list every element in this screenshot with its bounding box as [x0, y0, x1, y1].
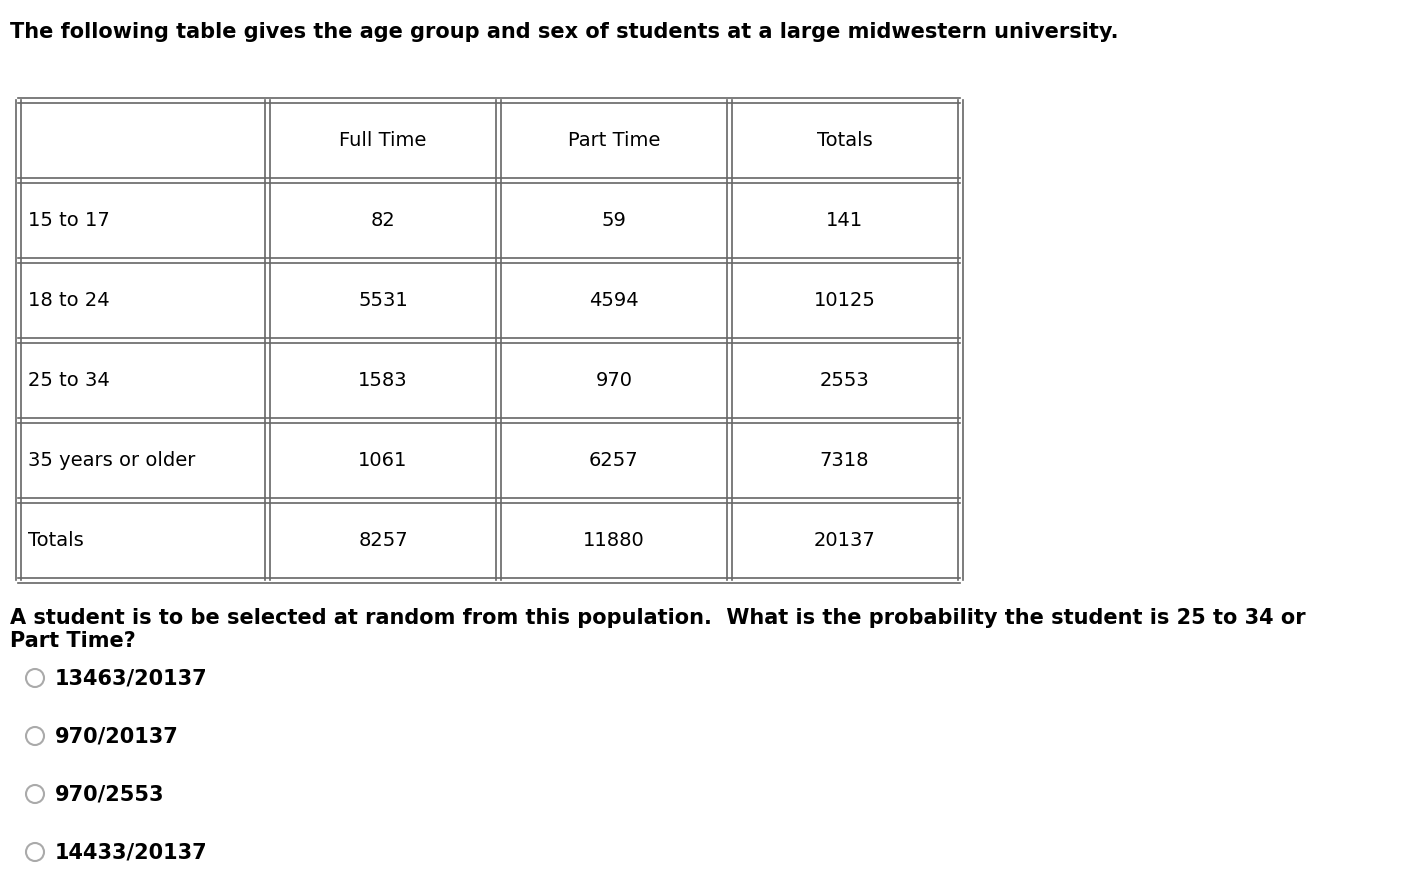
Text: 11880: 11880 — [583, 530, 644, 550]
Text: Part Time: Part Time — [567, 131, 660, 149]
Text: 82: 82 — [371, 210, 396, 230]
Bar — [18, 340, 268, 420]
Bar — [498, 340, 729, 420]
Bar — [18, 260, 268, 340]
Text: 6257: 6257 — [590, 451, 639, 469]
Bar — [268, 340, 498, 420]
Circle shape — [27, 727, 44, 745]
Text: 1583: 1583 — [358, 370, 407, 390]
Text: 14433/20137: 14433/20137 — [55, 842, 208, 862]
Circle shape — [27, 785, 44, 803]
Bar — [498, 180, 729, 260]
Bar — [268, 260, 498, 340]
Bar — [498, 500, 729, 580]
Text: 8257: 8257 — [358, 530, 407, 550]
Text: 25 to 34: 25 to 34 — [28, 370, 110, 390]
Bar — [498, 100, 729, 180]
Bar — [268, 420, 498, 500]
Text: A student is to be selected at random from this population.  What is the probabi: A student is to be selected at random fr… — [10, 608, 1306, 651]
Text: 4594: 4594 — [590, 291, 639, 309]
Bar — [268, 500, 498, 580]
Bar — [18, 100, 268, 180]
Text: 13463/20137: 13463/20137 — [55, 668, 208, 688]
Text: 59: 59 — [601, 210, 626, 230]
Text: 20137: 20137 — [814, 530, 876, 550]
Text: Totals: Totals — [817, 131, 872, 149]
Text: 970: 970 — [595, 370, 632, 390]
Text: 35 years or older: 35 years or older — [28, 451, 195, 469]
Circle shape — [27, 843, 44, 861]
Text: 15 to 17: 15 to 17 — [28, 210, 110, 230]
Text: 141: 141 — [826, 210, 863, 230]
Text: 10125: 10125 — [814, 291, 876, 309]
Text: 970/2553: 970/2553 — [55, 784, 164, 804]
Text: 970/20137: 970/20137 — [55, 726, 178, 746]
Bar — [729, 340, 960, 420]
Text: 18 to 24: 18 to 24 — [28, 291, 110, 309]
Bar — [729, 100, 960, 180]
Circle shape — [27, 669, 44, 687]
Bar — [498, 260, 729, 340]
Bar — [729, 180, 960, 260]
Bar — [729, 260, 960, 340]
Bar — [18, 180, 268, 260]
Bar — [729, 500, 960, 580]
Text: The following table gives the age group and sex of students at a large midwester: The following table gives the age group … — [10, 22, 1119, 42]
Text: 7318: 7318 — [820, 451, 869, 469]
Bar — [18, 500, 268, 580]
Text: 1061: 1061 — [358, 451, 407, 469]
Text: Full Time: Full Time — [340, 131, 427, 149]
Bar — [268, 180, 498, 260]
Text: 2553: 2553 — [820, 370, 869, 390]
Bar — [729, 420, 960, 500]
Bar — [268, 100, 498, 180]
Bar — [498, 420, 729, 500]
Text: Totals: Totals — [28, 530, 84, 550]
Bar — [18, 420, 268, 500]
Text: 5531: 5531 — [358, 291, 409, 309]
